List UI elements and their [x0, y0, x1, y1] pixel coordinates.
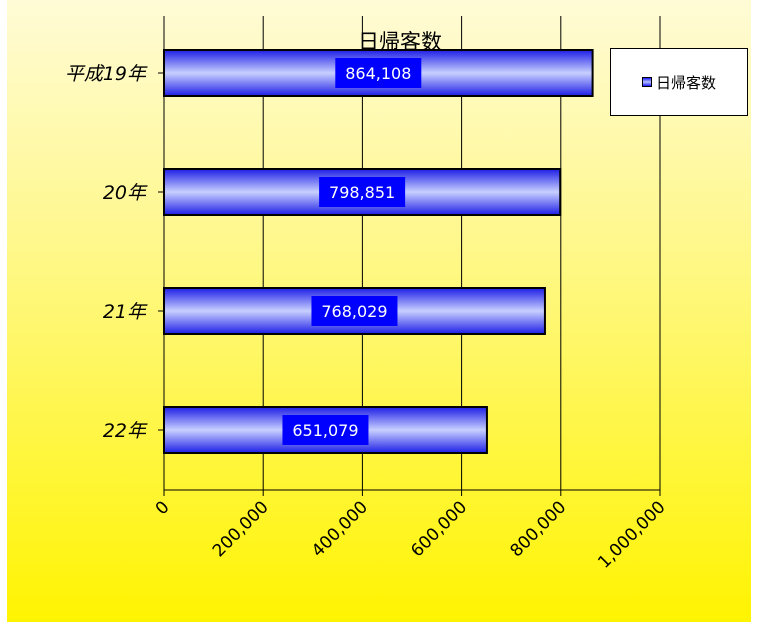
category-label: 22年: [103, 420, 148, 442]
bars: [163, 49, 594, 454]
category-label: 平成19年: [65, 63, 148, 85]
data-label: 651,079: [292, 421, 358, 440]
x-tick-label: 1,000,000: [594, 497, 669, 572]
labels: 0 200,000 400,000 600,000 800,000 1,000,000 平成…: [65, 58, 670, 573]
legend-swatch: [641, 77, 652, 87]
legend: 日帰客数: [610, 48, 748, 116]
category-label: 21年: [103, 301, 148, 323]
data-label-box: [335, 58, 422, 88]
x-tick-label: 600,000: [407, 497, 471, 561]
x-tick-label: 800,000: [506, 497, 570, 561]
data-label: 768,029: [321, 302, 387, 321]
legend-label: 日帰客数: [655, 73, 716, 92]
data-label-box: [282, 415, 369, 445]
data-label-box: [319, 177, 406, 207]
data-label: 864,108: [345, 64, 411, 83]
category-label: 20年: [103, 182, 148, 204]
x-tick-label: 0: [152, 497, 174, 519]
data-label-box: [311, 296, 398, 326]
x-tick-label: 400,000: [308, 497, 372, 561]
data-label: 798,851: [329, 183, 395, 202]
x-tick-label: 200,000: [209, 497, 273, 561]
